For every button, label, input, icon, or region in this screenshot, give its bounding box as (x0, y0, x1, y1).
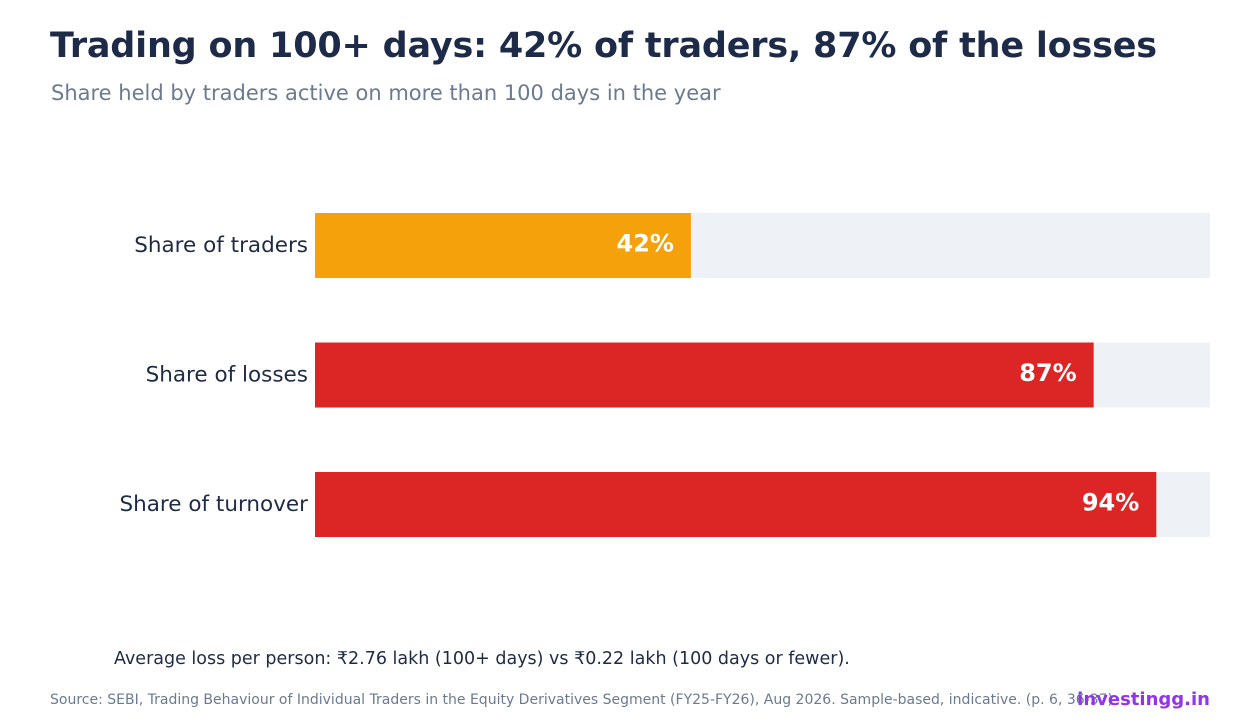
bar-share-of-traders (315, 213, 691, 278)
category-label-share-of-turnover: Share of turnover (119, 492, 308, 517)
value-label-share-of-losses: 87% (1019, 359, 1076, 387)
value-label-share-of-turnover: 94% (1082, 489, 1139, 517)
source-citation: Source: SEBI, Trading Behaviour of Indiv… (50, 692, 1113, 708)
average-loss-note: Average loss per person: ₹2.76 lakh (100… (114, 649, 850, 669)
category-label-share-of-traders: Share of traders (134, 233, 308, 258)
category-label-share-of-losses: Share of losses (146, 363, 308, 388)
chart-subtitle: Share held by traders active on more tha… (51, 81, 721, 105)
value-label-share-of-traders: 42% (616, 230, 673, 258)
brand-logo-text: investingg.in (1077, 689, 1210, 710)
bar-share-of-losses (315, 342, 1094, 408)
chart-title: Trading on 100+ days: 42% of traders, 87… (50, 26, 1157, 66)
bar-share-of-turnover (315, 472, 1157, 537)
